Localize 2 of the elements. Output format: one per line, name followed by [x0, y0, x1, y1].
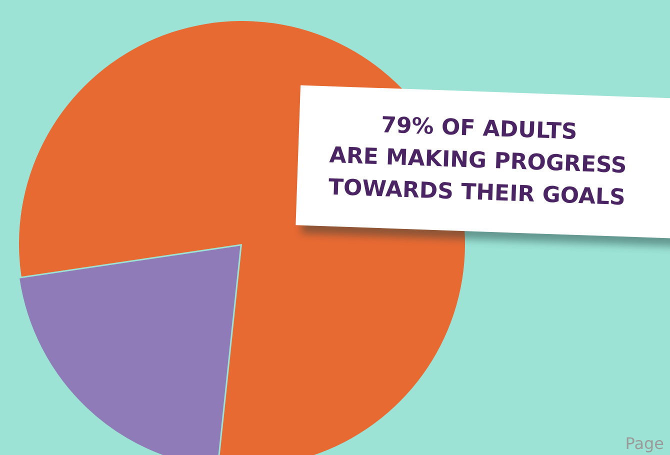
- text: 79% OF ADULTS ARE MAKING PROGRESS TOWARDS THEIR GOALS: [328, 112, 628, 213]
- text: Page: [625, 434, 664, 453]
